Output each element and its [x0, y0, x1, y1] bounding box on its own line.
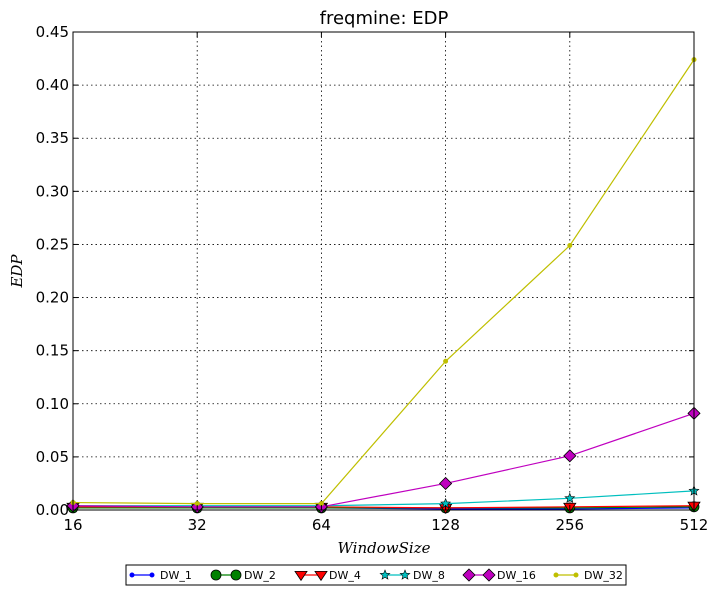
x-tick-label: 256 [555, 516, 584, 534]
marker-shape [567, 243, 573, 249]
y-axis-label: EDP [8, 254, 26, 289]
legend-marker [149, 572, 155, 578]
grid [73, 32, 694, 510]
legend-item: DW_2 [210, 569, 276, 582]
legend-item: DW_32 [553, 569, 623, 582]
y-tick-label: 0.45 [36, 23, 69, 41]
data-point [563, 449, 577, 463]
legend-label: DW_1 [160, 569, 192, 582]
x-tick-label: 16 [63, 516, 82, 534]
x-tick-label: 32 [188, 516, 207, 534]
y-tick-label: 0.10 [36, 395, 69, 413]
series-line [72, 59, 695, 505]
y-tick-label: 0.05 [36, 448, 69, 466]
y-tick-label: 0.00 [36, 501, 69, 519]
series-line [73, 490, 695, 507]
marker-shape [482, 568, 496, 582]
series-line [72, 412, 695, 508]
data-point [564, 492, 576, 504]
marker-shape [399, 569, 411, 580]
x-axis-label: WindowSize [338, 539, 431, 557]
y-tick-label: 0.15 [36, 342, 69, 360]
marker-shape [129, 572, 135, 578]
data-point [439, 476, 453, 491]
y-tick-label: 0.20 [36, 289, 69, 307]
legend-item: DW_16 [462, 568, 536, 582]
x-tick-label: 512 [680, 516, 709, 534]
y-tick-label: 0.30 [36, 182, 69, 200]
x-tick-label: 64 [312, 516, 331, 534]
legend-marker [462, 568, 476, 582]
legend-label: DW_2 [244, 569, 276, 582]
y-tick-label: 0.35 [36, 129, 69, 147]
marker-shape [439, 476, 453, 491]
legend-item: DW_8 [379, 569, 445, 582]
legend-label: DW_16 [497, 569, 536, 582]
marker-shape [563, 449, 577, 463]
legend-marker [399, 569, 411, 580]
marker-shape [573, 572, 579, 578]
marker-shape [314, 571, 328, 582]
legend: DW_1 DW_2 DW_4 DW_8 DW_16 DW_32 [125, 564, 627, 586]
legend-label: DW_4 [329, 569, 361, 582]
legend-label: DW_32 [584, 569, 623, 582]
marker-shape [443, 358, 449, 364]
data-point [567, 243, 573, 249]
marker-shape [230, 569, 242, 581]
marker-shape [294, 571, 308, 582]
marker-shape [553, 572, 559, 578]
series-layer [66, 57, 701, 514]
plot-frame [72, 31, 695, 511]
legend-marker [482, 568, 496, 582]
marker-shape [564, 492, 576, 504]
ticks: 16 32 64 128 256 512 0.00 0.05 0.10 0.15 0.20 0.25 0… [36, 23, 709, 534]
marker-shape [210, 569, 222, 581]
marker-shape [149, 572, 155, 578]
legend-item: DW_1 [129, 569, 192, 582]
legend-marker [129, 572, 135, 578]
x-tick-label: 128 [431, 516, 460, 534]
legend-marker [294, 571, 308, 582]
legend-marker [379, 569, 391, 580]
data-point [443, 358, 449, 364]
legend-box [125, 564, 627, 586]
series-dw-32 [70, 57, 697, 507]
series-dw-16 [66, 406, 701, 514]
legend-label: DW_8 [413, 569, 445, 582]
chart-title: freqmine: EDP [320, 8, 449, 29]
legend-marker [314, 571, 328, 582]
marker-shape [379, 569, 391, 580]
legend-marker [553, 572, 559, 578]
legend-marker [230, 569, 242, 581]
legend-marker [573, 572, 579, 578]
legend-item: DW_4 [294, 569, 361, 582]
marker-shape [462, 568, 476, 582]
legend-marker [210, 569, 222, 581]
y-tick-label: 0.25 [36, 235, 69, 253]
y-tick-label: 0.40 [36, 76, 69, 94]
